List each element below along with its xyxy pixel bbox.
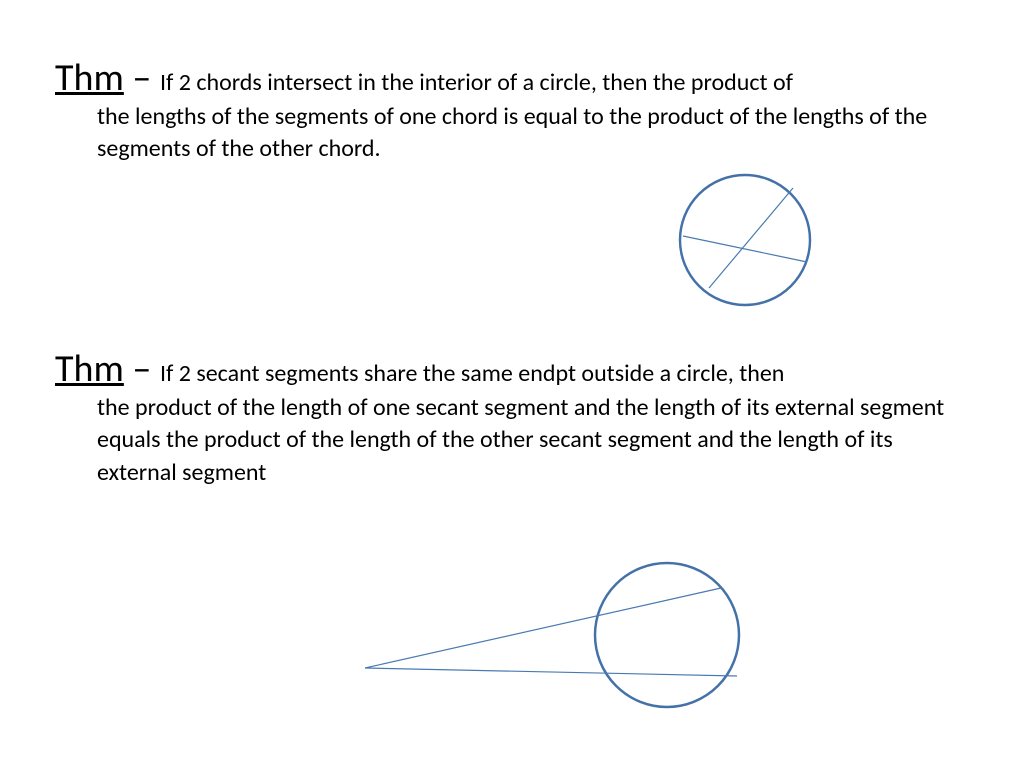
chord-line bbox=[365, 668, 737, 676]
theorem-2-firstline: If 2 secant segments share the same endp… bbox=[160, 359, 784, 388]
chord-line bbox=[365, 588, 721, 668]
theorem-1: Thm – If 2 chords intersect in the inter… bbox=[55, 55, 964, 166]
circle-icon bbox=[595, 563, 739, 707]
secants-diagram bbox=[345, 550, 775, 730]
theorem-1-label: Thm bbox=[55, 55, 124, 101]
theorem-2-rest: the product of the length of one secant … bbox=[55, 392, 964, 489]
theorem-1-dash: – bbox=[124, 55, 160, 101]
theorem-2: Thm – If 2 secant segments share the sam… bbox=[55, 346, 964, 489]
chords-diagram bbox=[655, 168, 835, 318]
chord-line bbox=[709, 188, 793, 288]
slide-content: Thm – If 2 chords intersect in the inter… bbox=[0, 0, 1024, 489]
theorem-1-firstline: If 2 chords intersect in the interior of… bbox=[160, 68, 793, 97]
theorem-2-label: Thm bbox=[55, 346, 124, 392]
diagram-svg bbox=[655, 168, 835, 318]
theorem-1-rest: the lengths of the segments of one chord… bbox=[55, 101, 964, 166]
chord-line bbox=[683, 236, 807, 262]
diagram-svg bbox=[345, 550, 775, 730]
theorem-2-dash: – bbox=[124, 346, 160, 392]
